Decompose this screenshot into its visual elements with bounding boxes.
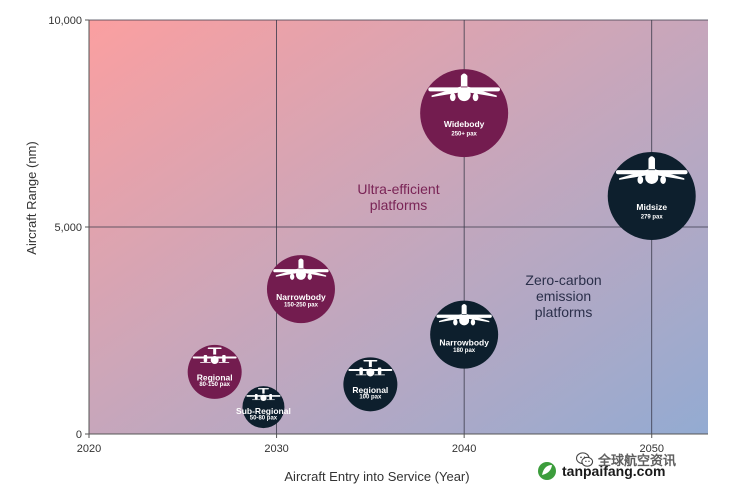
region-label: Ultra-efficient platforms [357,181,439,213]
bubble-label: Regional [197,373,233,383]
watermark-chinese-text: 全球航空资讯 [597,453,676,468]
x-axis-title: Aircraft Entry into Service (Year) [284,469,469,484]
bubble-label: Sub-Regional [236,406,291,416]
bubble-sublabel: 250+ pax [451,132,477,138]
bubble-widebody: Widebody 250+ pax [420,69,509,158]
bubble-midsize: Midsize 279 pax [607,151,696,240]
bubble-sublabel: 80-150 pax [199,382,230,388]
y-tick-label: 5,000 [54,222,82,234]
watermark: 全球航空资讯 tanpaifang.com [538,452,676,480]
region-label: Zero-carbon emission platforms [525,272,601,320]
bubble-sublabel: 50-80 pax [250,416,278,422]
bubble-label: Regional [352,385,388,395]
x-tick-label: 2040 [452,443,476,455]
bubble-sublabel: 150-250 pax [284,302,319,308]
y-axis-title: Aircraft Range (nm) [24,141,39,254]
bubble-label: Widebody [444,119,485,129]
x-tick-label: 2020 [77,443,101,455]
bubble-label: Narrowbody [439,338,489,348]
watermark-site: tanpaifang.com [562,463,665,479]
bubble-sublabel: 100 pax [359,395,382,401]
bubble-label: Narrowbody [276,292,326,302]
bubble-sublabel: 180 pax [453,348,476,354]
x-tick-label: 2030 [264,443,288,455]
y-tick-label: 0 [76,429,82,441]
y-tick-label: 10,000 [48,15,82,27]
bubble-sublabel: 279 pax [641,214,664,220]
leaf-logo [538,462,556,480]
bubble-label: Midsize [636,202,667,212]
x-tick-label: 2050 [639,443,663,455]
